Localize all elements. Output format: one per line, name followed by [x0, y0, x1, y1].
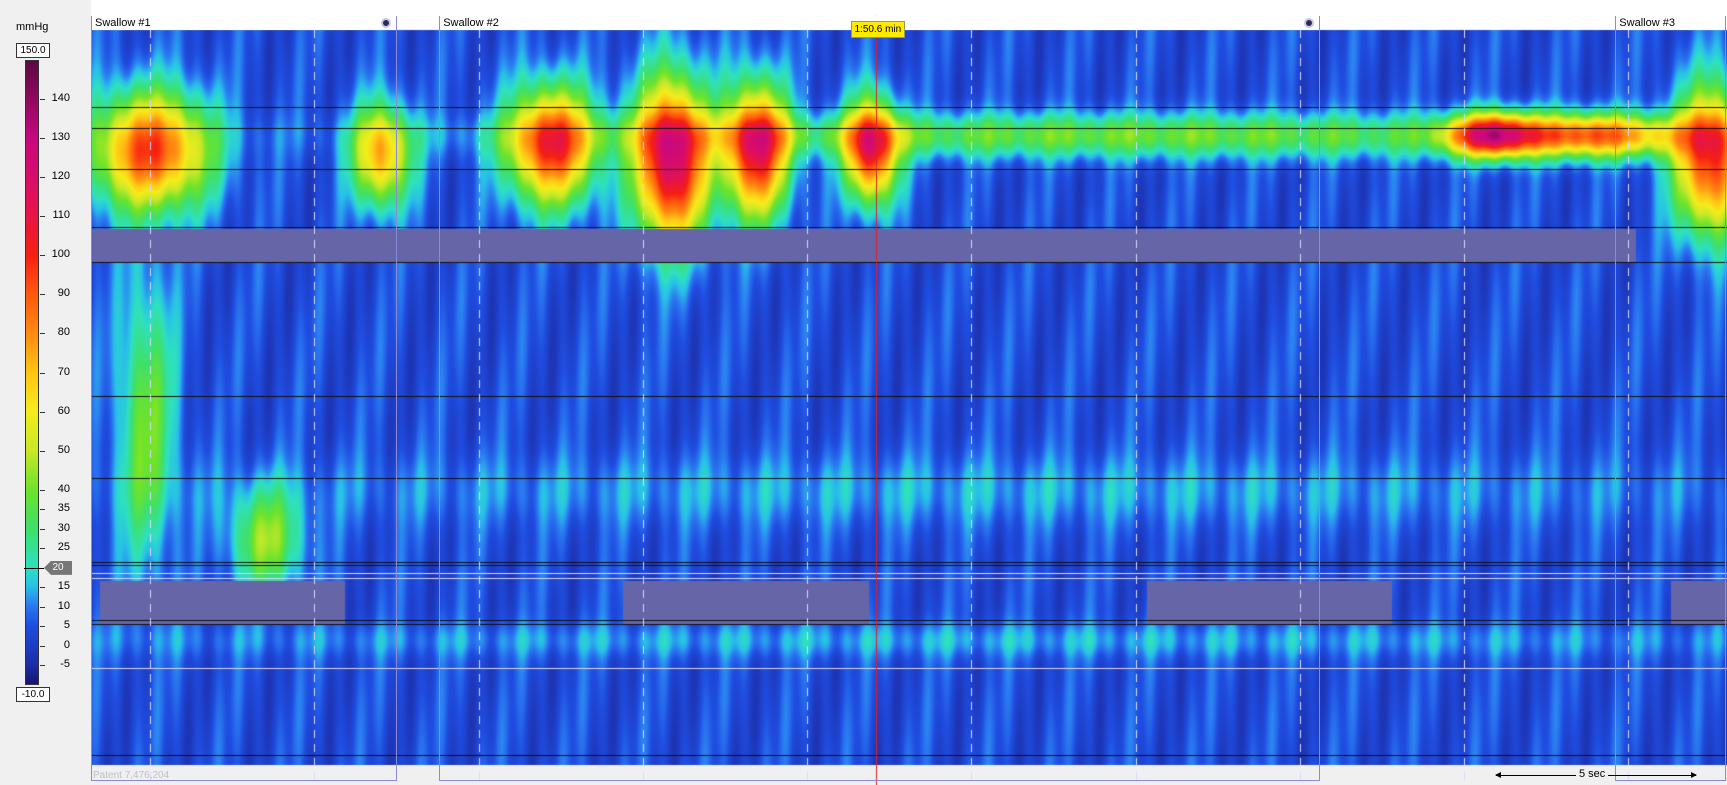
arrow-right-icon [1691, 772, 1697, 778]
colorbar-tick-label: 15 [57, 580, 70, 593]
colorbar-tick-label: 90 [57, 287, 70, 300]
colorbar-tick-label: 70 [57, 365, 70, 378]
arrow-left-icon [1495, 772, 1501, 778]
colorbar-tick-mark [40, 333, 45, 335]
colorbar-tick-mark [40, 138, 45, 140]
colorbar-tick-label: 30 [57, 521, 70, 534]
colorbar-tick-mark [40, 216, 45, 218]
colorbar-tick-mark [40, 255, 45, 257]
colorbar-tick-label: 130 [51, 131, 70, 144]
colorbar-tick-mark [40, 626, 45, 628]
patent-note: Patent 7,476,204 [93, 770, 170, 781]
swallow-label[interactable]: Swallow #3 [1616, 16, 1725, 30]
pressure-topography-plot[interactable]: Swallow #1 Swallow #2 Swallow #3 1:50.6 mi… [91, 0, 1727, 785]
colorbar-tick-mark [40, 606, 45, 608]
pressure-heatmap [91, 0, 1727, 785]
scale-bar-label: 5 sec [1576, 768, 1609, 780]
threshold-marker[interactable]: 20 [44, 560, 72, 575]
swallow-box[interactable] [1615, 16, 1726, 781]
unit-label: mmHg [16, 21, 49, 33]
swallow-handle-icon[interactable] [380, 18, 391, 28]
colorbar-tick-label: 35 [57, 502, 70, 515]
colorbar-tick-label: 80 [57, 326, 70, 339]
colorbar-tick-mark [40, 645, 45, 647]
scale-min-input[interactable]: -10.0 [16, 687, 50, 702]
colorbar-tick-mark [40, 528, 45, 530]
pressure-scale-panel: mmHg 150.0 140 130 120 110 100 90 80 70 60 50 40 35… [0, 0, 90, 785]
colorbar-tick-label: 110 [52, 209, 70, 222]
colorbar-tick-mark [40, 450, 45, 452]
threshold-line [24, 567, 44, 569]
time-scale-bar: 5 sec [1495, 768, 1697, 782]
colorbar-tick-mark [40, 177, 45, 179]
colorbar-tick-mark [40, 509, 45, 511]
swallow-box[interactable] [439, 16, 1320, 781]
colorbar-tick-label: 140 [51, 92, 70, 105]
colorbar-tick-mark [40, 548, 45, 550]
colorbar-tick-mark [40, 489, 45, 491]
colorbar-tick-mark [40, 99, 45, 101]
colorbar-tick-mark [40, 372, 45, 374]
pressure-colorbar [25, 60, 39, 685]
colorbar-tick-label: 0 [63, 638, 70, 651]
colorbar-tick-label: 120 [51, 170, 70, 183]
colorbar-tick-label: -5 [60, 658, 70, 671]
colorbar-tick-label: 40 [57, 482, 70, 495]
swallow-box[interactable] [91, 16, 397, 781]
swallow-label[interactable]: Swallow #1 [92, 16, 396, 30]
colorbar-tick-label: 50 [57, 443, 70, 456]
colorbar-tick-mark [40, 665, 45, 667]
colorbar-tick-label: 60 [57, 404, 70, 417]
colorbar-tick-label: 100 [51, 248, 70, 261]
colorbar-tick-mark [40, 294, 45, 296]
cursor-time-label[interactable]: 1:50.6 min [850, 21, 906, 38]
colorbar-tick-mark [40, 587, 45, 589]
colorbar-tick-mark [40, 411, 45, 413]
colorbar-tick-label: 25 [57, 541, 70, 554]
swallow-handle-icon[interactable] [1303, 18, 1314, 28]
colorbar-tick-label: 10 [57, 599, 70, 612]
colorbar-tick-label: 5 [63, 619, 70, 632]
scale-max-input[interactable]: 150.0 [16, 43, 50, 58]
